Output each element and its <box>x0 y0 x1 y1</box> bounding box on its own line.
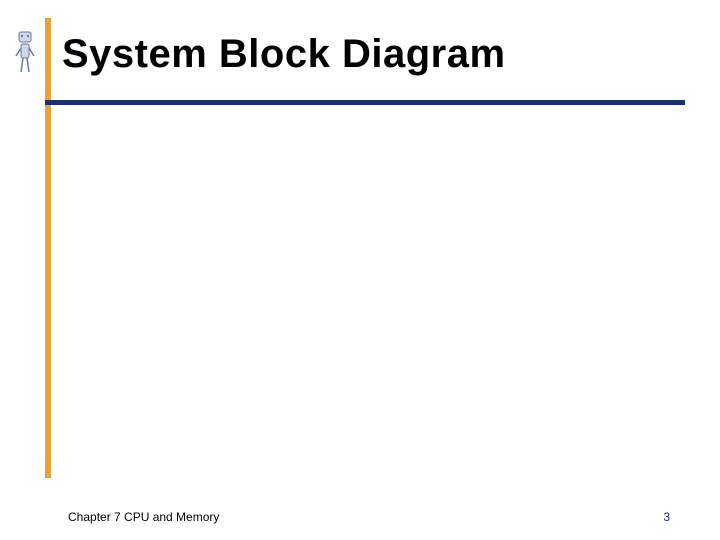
vertical-accent-bar <box>45 18 51 478</box>
page-number: 3 <box>663 510 670 524</box>
slide: System Block Diagram Chapter 7 CPU and M… <box>0 0 720 540</box>
title-underline <box>45 100 685 105</box>
footer-chapter-label: Chapter 7 CPU and Memory <box>68 510 219 524</box>
slide-title: System Block Diagram <box>62 32 506 77</box>
mascot-icon <box>13 28 37 76</box>
